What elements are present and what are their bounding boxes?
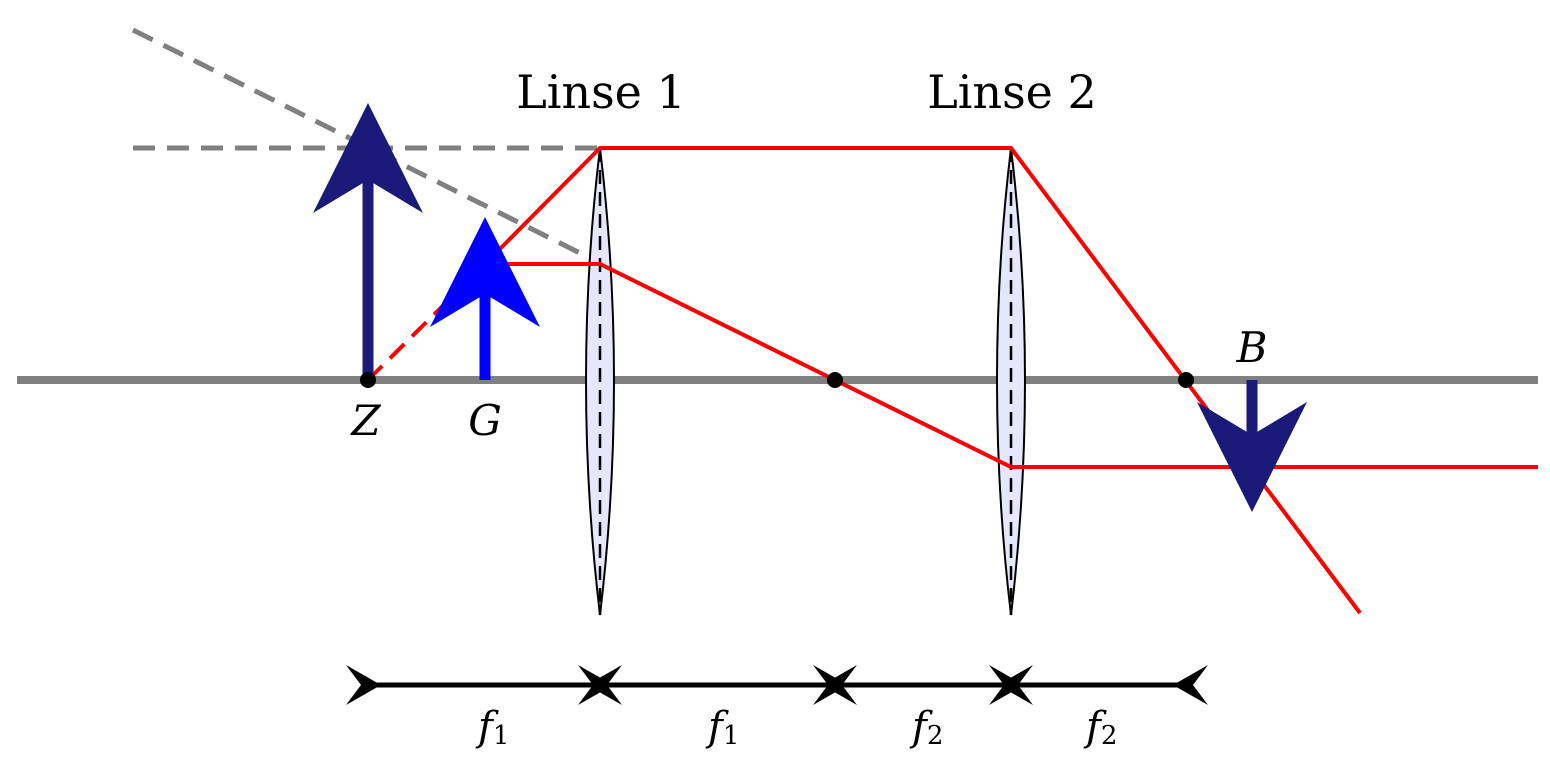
lens-1-label: Linse 1 (516, 65, 686, 119)
lens-1 (585, 147, 615, 616)
ray-1-virtual-extension (366, 262, 487, 382)
dimension-label-f1-b: f1 (705, 704, 739, 751)
lens-2-label: Linse 2 (927, 65, 1097, 119)
dimension-label-f1-a: f1 (475, 704, 509, 751)
label-z: Z (349, 396, 381, 445)
lens-2 (996, 147, 1026, 616)
focal-point-1 (827, 372, 843, 388)
label-g: G (468, 396, 502, 445)
focal-point-2 (1178, 372, 1194, 388)
construction-line-diagonal (131, 27, 602, 266)
point-z (360, 372, 376, 388)
label-b: B (1236, 323, 1268, 372)
dimension-label-f2-b: f2 (1083, 704, 1117, 751)
dimension-label-f2-a: f2 (909, 704, 943, 751)
